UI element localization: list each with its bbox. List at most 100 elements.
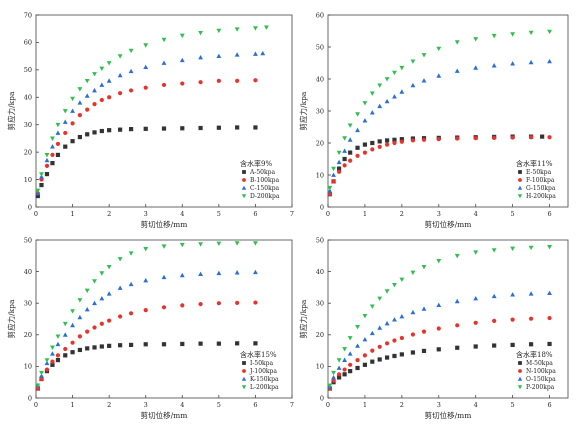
data-point	[39, 370, 44, 376]
data-point	[55, 353, 61, 358]
data-point	[39, 172, 44, 177]
x-tick-label: 5	[217, 210, 221, 218]
data-point	[369, 91, 375, 96]
data-point	[347, 351, 353, 356]
data-point	[50, 144, 55, 149]
data-point	[455, 136, 460, 141]
data-point	[128, 281, 134, 287]
y-tick-label: 20	[316, 331, 324, 339]
data-point	[528, 316, 534, 321]
y-tick-label: 20	[24, 331, 32, 339]
y-tick-label: 0	[28, 203, 32, 211]
data-point	[392, 140, 397, 146]
legend-marker	[518, 178, 522, 182]
data-point	[362, 150, 368, 155]
data-point	[253, 26, 258, 31]
data-point	[128, 88, 134, 93]
series-D-200kpa	[35, 25, 269, 194]
data-point	[143, 277, 149, 283]
legend-title: 含水率18%	[516, 350, 553, 359]
data-point	[253, 269, 258, 275]
data-point	[377, 325, 383, 330]
y-tick-label: 0	[320, 203, 324, 211]
data-point	[128, 342, 134, 348]
data-point	[410, 138, 416, 143]
x-axis-label: 剪切位移/mm	[425, 219, 472, 229]
data-point	[143, 246, 149, 252]
data-point	[369, 110, 375, 115]
data-point	[355, 357, 360, 363]
x-tick-label: 4	[180, 401, 184, 409]
y-tick-label: 40	[24, 94, 32, 102]
data-point	[216, 301, 221, 306]
data-point	[44, 360, 50, 366]
data-point	[410, 350, 416, 355]
data-point	[342, 148, 348, 153]
data-point	[260, 50, 266, 56]
data-point	[39, 373, 44, 378]
data-point	[253, 51, 258, 56]
data-point	[84, 307, 90, 312]
y-tick-label: 30	[24, 121, 32, 129]
data-point	[342, 367, 347, 372]
data-point	[327, 188, 333, 193]
data-point	[107, 128, 112, 133]
data-point	[348, 369, 353, 374]
data-point	[180, 81, 185, 86]
data-point	[63, 346, 68, 352]
y-tick-label: 50	[24, 66, 32, 74]
data-point	[77, 134, 82, 140]
data-point	[70, 340, 75, 345]
data-point	[85, 132, 90, 137]
data-point	[355, 343, 360, 348]
legend-label: I-50kpa	[250, 360, 274, 367]
data-point	[235, 125, 240, 130]
data-point	[336, 375, 342, 380]
data-point	[118, 343, 123, 348]
data-point	[362, 353, 368, 358]
data-point	[216, 28, 222, 34]
x-tick-label: 3	[144, 210, 148, 218]
data-point	[410, 332, 416, 337]
y-tick-label: 60	[316, 11, 324, 19]
y-tick-label: 10	[316, 363, 324, 371]
data-point	[253, 78, 258, 83]
data-point	[117, 72, 123, 78]
data-point	[128, 311, 134, 316]
data-point	[347, 137, 353, 142]
data-point	[331, 378, 336, 383]
data-point	[44, 152, 50, 158]
data-point	[436, 302, 442, 307]
plot-frame	[35, 239, 293, 399]
data-point	[473, 37, 479, 42]
series-G-150kpa	[327, 58, 552, 193]
plot-frame	[35, 14, 293, 208]
data-point	[50, 359, 55, 364]
x-tick-label: 7	[290, 210, 294, 218]
data-point	[106, 291, 112, 296]
data-point	[50, 152, 55, 157]
data-point	[392, 94, 397, 99]
x-tick-label: 1	[71, 210, 75, 218]
data-point	[77, 87, 83, 92]
legend-label: O-150kpa	[526, 376, 556, 383]
data-point	[436, 73, 442, 78]
data-point	[491, 248, 497, 253]
data-point	[510, 292, 516, 297]
data-point	[410, 59, 416, 64]
data-point	[377, 344, 382, 349]
data-point	[362, 337, 368, 342]
data-point	[55, 130, 61, 135]
data-point	[99, 97, 104, 103]
data-point	[92, 72, 97, 77]
data-point	[410, 309, 416, 315]
data-point	[491, 293, 497, 299]
series-H-200kpa	[327, 29, 552, 191]
data-point	[62, 332, 68, 337]
y-axis-label: 剪应力/kpa	[6, 91, 16, 130]
data-point	[62, 321, 68, 327]
data-point	[63, 130, 68, 136]
data-point	[510, 32, 516, 37]
data-point	[77, 113, 82, 118]
data-point	[107, 95, 112, 100]
